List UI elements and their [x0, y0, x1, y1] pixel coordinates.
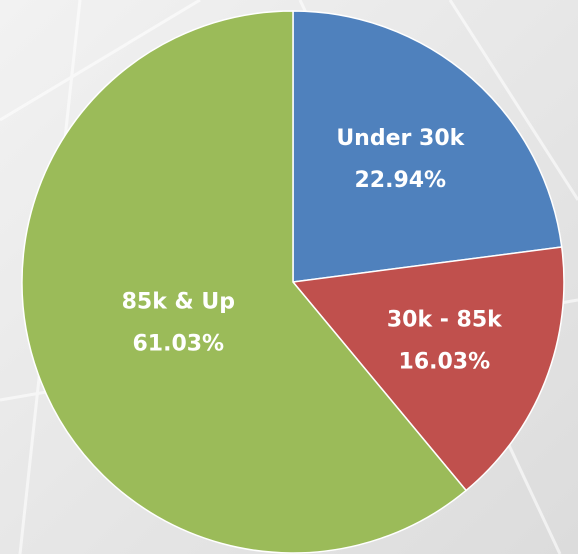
slice-value-label: 22.94% [354, 168, 446, 193]
slice-label: Under 30k [336, 126, 465, 151]
slice-value-label: 61.03% [132, 331, 224, 356]
pie-slice [292, 10, 563, 283]
slice-label: 30k - 85k [387, 307, 503, 332]
pie-slice [291, 246, 565, 492]
slice-value-label: 16.03% [399, 349, 491, 374]
pie-slice [21, 10, 468, 554]
slice-label: 85k & Up [122, 289, 235, 314]
